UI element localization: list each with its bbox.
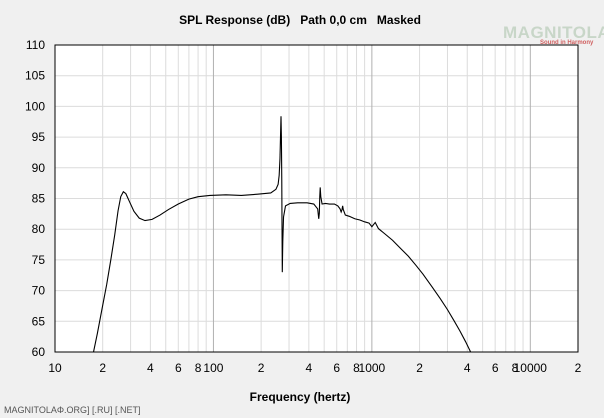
x-tick-label: 10: [48, 361, 62, 375]
y-tick-label: 75: [32, 253, 46, 267]
x-tick-label: 2: [99, 361, 106, 375]
grid-major: [212, 45, 531, 352]
y-tick-label: 95: [32, 130, 46, 144]
y-tick-label: 80: [32, 222, 46, 236]
chart-title: SPL Response (dB) Path 0,0 cm Masked: [179, 13, 421, 27]
y-tick-labels: 60 65 70 75 80 85 90 95 100 105 110: [25, 38, 45, 359]
x-tick-label: 8: [353, 361, 360, 375]
plot-frame: [54, 44, 579, 353]
logo-subtext: Sound in Harmony: [540, 40, 594, 46]
y-tick-label: 90: [32, 161, 46, 175]
x-tick-label: 6: [175, 361, 182, 375]
y-tick-label: 60: [32, 345, 46, 359]
y-tick-label: 85: [32, 192, 46, 206]
x-tick-label: 2: [416, 361, 423, 375]
logo-text: MAGNITOLA: [503, 23, 604, 42]
y-tick-label: 105: [25, 69, 45, 83]
x-axis-label: Frequency (hertz): [250, 390, 351, 404]
x-tick-label: 2: [575, 361, 582, 375]
footer-text: MAGNITOLAΦ.ORG] [.RU] [.NET]: [4, 405, 141, 415]
y-tick-label: 100: [25, 99, 45, 113]
x-tick-label: 8: [195, 361, 202, 375]
grid-minor: [55, 45, 578, 352]
x-tick-label: 1000: [359, 361, 386, 375]
x-tick-label: 2: [258, 361, 265, 375]
spl-curve: [92, 116, 472, 353]
x-tick-label: 6: [492, 361, 499, 375]
x-tick-label: 8: [512, 361, 519, 375]
y-tick-label: 65: [32, 314, 46, 328]
x-tick-label: 4: [305, 361, 312, 375]
x-tick-label: 10000: [514, 361, 548, 375]
x-tick-label: 4: [147, 361, 154, 375]
x-tick-label: 6: [333, 361, 340, 375]
y-tick-label: 70: [32, 284, 46, 298]
x-tick-label: 100: [203, 361, 223, 375]
y-tick-label: 110: [26, 38, 45, 52]
x-tick-label: 4: [464, 361, 471, 375]
